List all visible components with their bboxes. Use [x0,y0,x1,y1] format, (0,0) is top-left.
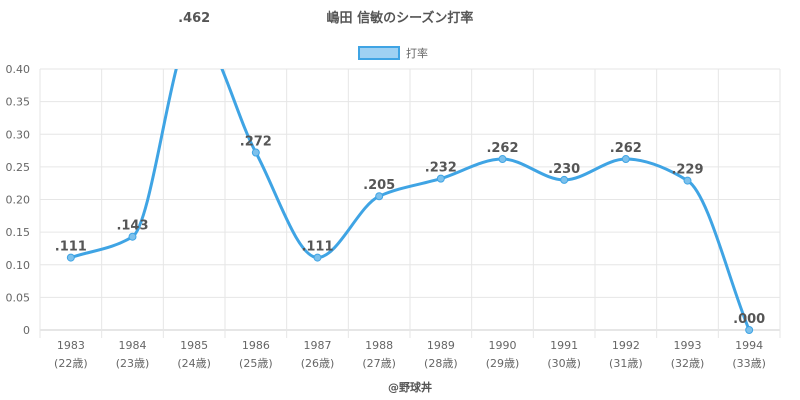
x-tick-sublabel: (29歳) [486,357,520,370]
x-tick-sublabel: (25歳) [239,357,273,370]
x-tick-sublabel: (26歳) [301,357,335,370]
legend[interactable]: 打率 [358,46,428,60]
data-label-layer: .111 .143 .462 .272 .111 .205 .232 .262 .230 .262… [55,11,765,327]
x-tick-sublabel: (28歳) [424,357,458,370]
x-tick-label: 1987 [304,339,332,352]
data-label: .262 [486,141,518,156]
x-tick-label: 1985 [180,339,208,352]
data-point[interactable] [621,155,630,164]
data-point[interactable] [745,326,754,334]
y-tick-label: 0.05 [6,291,31,304]
x-tick-label: 1994 [735,339,763,352]
data-point[interactable] [313,253,322,262]
data-point[interactable] [560,175,569,184]
data-point[interactable] [251,148,260,157]
x-tick-label: 1992 [612,339,640,352]
x-tick-sublabel: (24歳) [177,357,211,370]
y-tick-label: 0.20 [6,194,31,207]
credit-text: @野球丼 [388,380,432,394]
data-point[interactable] [128,232,137,241]
data-label: .229 [671,163,703,178]
data-point[interactable] [66,253,75,262]
data-label: .000 [733,312,765,327]
grid [39,68,781,338]
data-label: .272 [240,135,272,150]
x-tick-label: 1983 [57,339,85,352]
data-label: .262 [610,141,642,156]
y-tick-label: 0.15 [6,226,31,239]
data-point-layer [66,148,754,334]
x-tick-label: 1984 [119,339,147,352]
y-tick-label: 0 [23,324,30,337]
x-tick-sublabel: (23歳) [116,357,150,370]
x-tick-label: 1986 [242,339,270,352]
data-label: .462 [178,11,210,26]
x-tick-label: 1990 [489,339,517,352]
x-tick-label: 1988 [365,339,393,352]
data-label: .230 [548,162,580,177]
data-label: .205 [363,178,395,193]
data-point[interactable] [375,192,384,201]
y-tick-label: 0.25 [6,161,31,174]
y-tick-label: 0.10 [6,259,31,272]
chart-title: 嶋田 信敏のシーズン打率 [327,10,474,26]
data-label: .111 [55,240,87,255]
x-tick-sublabel: (27歳) [362,357,396,370]
data-point[interactable] [498,155,507,164]
x-tick-sublabel: (33歳) [732,357,766,370]
x-tick-sublabel: (22歳) [54,357,88,370]
y-tick-label: 0.35 [6,96,31,109]
data-label: .232 [425,161,457,176]
data-point[interactable] [436,174,445,183]
x-tick-label: 1991 [550,339,578,352]
x-tick-label: 1989 [427,339,455,352]
data-label: .143 [116,219,148,234]
data-point[interactable] [683,176,692,185]
y-tick-label: 0.30 [6,128,31,141]
data-label: .111 [301,240,333,255]
legend-swatch [358,46,400,60]
x-tick-sublabel: (32歳) [671,357,705,370]
x-tick-label: 1993 [674,339,702,352]
x-tick-sublabel: (31歳) [609,357,643,370]
x-tick-sublabel: (30歳) [547,357,581,370]
y-tick-label: 0.40 [6,63,31,76]
axes: 0 0.05 0.10 0.15 0.20 0.25 0.30 0.35 0.40 1983 (22… [6,63,766,370]
legend-label: 打率 [406,46,428,60]
